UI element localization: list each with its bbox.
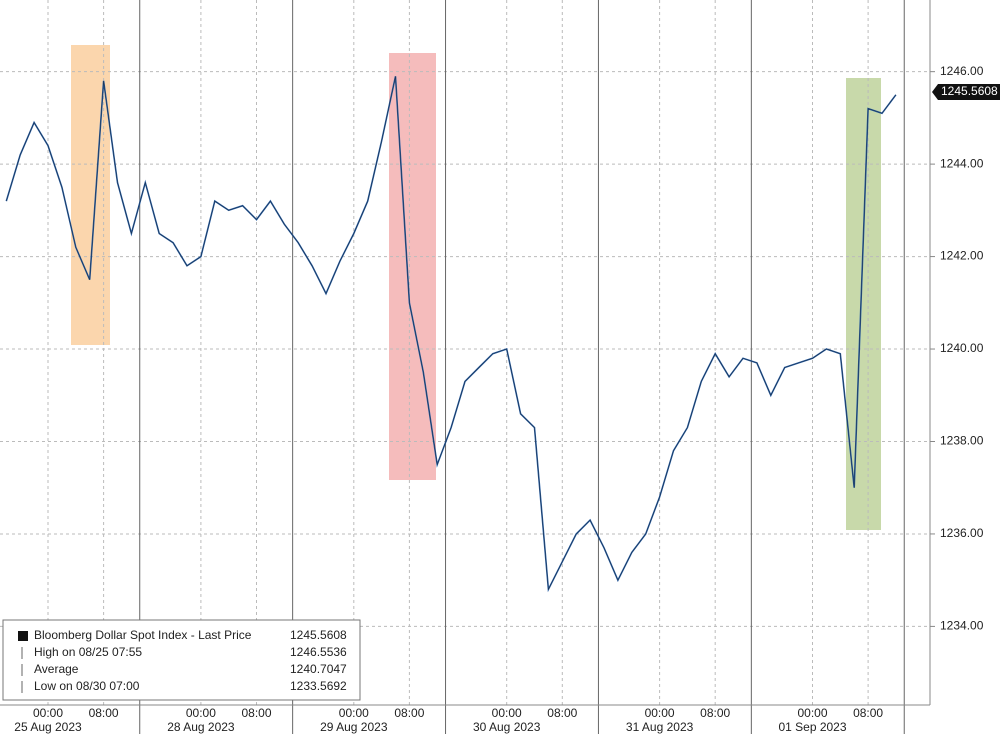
y-tick-label: 1240.00 <box>940 341 984 355</box>
legend-box <box>2 619 361 701</box>
y-tick-label: 1244.00 <box>940 156 984 170</box>
legend-swatch <box>18 631 28 641</box>
x-date-label: 31 Aug 2023 <box>626 720 694 734</box>
x-tick-label: 00:00 <box>33 706 63 720</box>
price-line-shadow <box>6 76 897 591</box>
y-tick-label: 1236.00 <box>940 526 984 540</box>
legend-label: Bloomberg Dollar Spot Index - Last Price <box>34 628 252 642</box>
x-tick-label: 08:00 <box>700 706 730 720</box>
highlight-green <box>846 78 881 530</box>
x-tick-label: 08:00 <box>853 706 883 720</box>
last-price-tag <box>932 83 1000 100</box>
x-date-label: 28 Aug 2023 <box>167 720 235 734</box>
last-price-label: 1245.5608 <box>941 84 998 98</box>
legend-label: Average <box>34 662 79 676</box>
legend-value: 1246.5536 <box>290 645 347 659</box>
x-tick-label: 00:00 <box>492 706 522 720</box>
y-tick-label: 1234.00 <box>940 619 984 633</box>
x-tick-label: 00:00 <box>339 706 369 720</box>
x-tick-label: 08:00 <box>241 706 271 720</box>
x-date-label: 25 Aug 2023 <box>14 720 82 734</box>
legend-value: 1245.5608 <box>290 628 347 642</box>
x-date-label: 01 Sep 2023 <box>778 720 846 734</box>
legend-label: High on 08/25 07:55 <box>34 645 142 659</box>
x-tick-label: 00:00 <box>186 706 216 720</box>
x-tick-label: 08:00 <box>89 706 119 720</box>
x-tick-label: 00:00 <box>797 706 827 720</box>
y-tick-label: 1246.00 <box>940 64 984 78</box>
x-tick-label: 08:00 <box>547 706 577 720</box>
x-date-label: 29 Aug 2023 <box>320 720 388 734</box>
x-tick-label: 08:00 <box>394 706 424 720</box>
legend-label: Low on 08/30 07:00 <box>34 679 140 693</box>
legend: Bloomberg Dollar Spot Index - Last Price… <box>2 619 361 701</box>
legend-value: 1233.5692 <box>290 679 347 693</box>
highlight-red <box>389 53 436 480</box>
x-tick-label: 00:00 <box>645 706 675 720</box>
y-tick-label: 1242.00 <box>940 249 984 263</box>
legend-value: 1240.7047 <box>290 662 347 676</box>
y-tick-label: 1238.00 <box>940 434 984 448</box>
x-date-label: 30 Aug 2023 <box>473 720 541 734</box>
